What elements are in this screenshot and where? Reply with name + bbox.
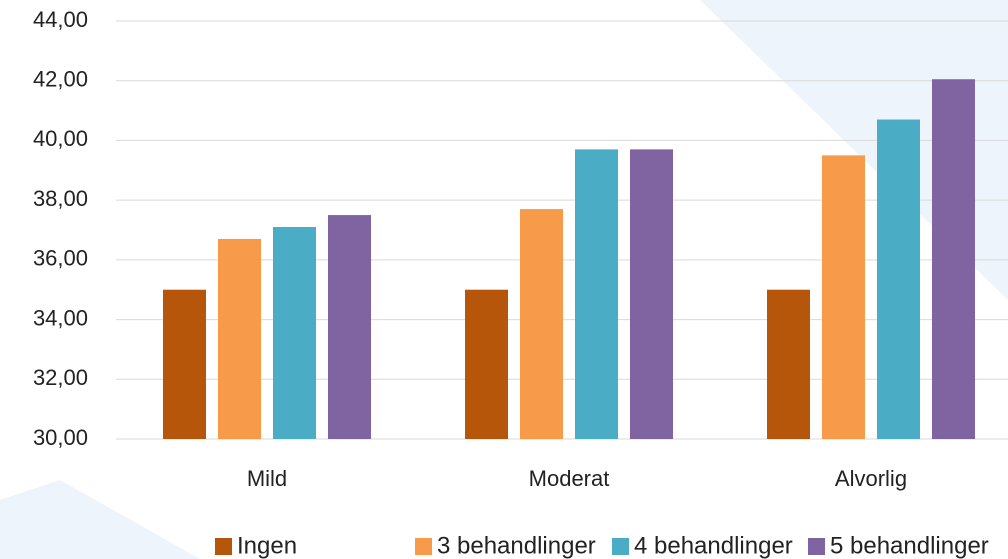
- x-tick-label: Alvorlig: [835, 466, 907, 491]
- legend-label: 5 behandlinger: [830, 532, 989, 559]
- y-tick-label: 30,00: [33, 425, 88, 450]
- legend-label: 4 behandlinger: [634, 532, 793, 559]
- legend-swatch: [415, 538, 432, 555]
- bar: [520, 209, 563, 439]
- bar: [767, 289, 810, 439]
- background-shape: [0, 480, 200, 559]
- y-tick-label: 32,00: [33, 365, 88, 390]
- legend-swatch: [808, 538, 825, 555]
- legend-swatch: [612, 538, 629, 555]
- bar: [575, 149, 618, 439]
- bar: [877, 119, 920, 440]
- bar: [465, 289, 508, 439]
- x-tick-label: Moderat: [529, 466, 610, 491]
- legend-label: Ingen: [237, 532, 297, 559]
- background-shape: [700, 0, 1008, 300]
- legend-swatch: [215, 538, 232, 555]
- bar: [273, 227, 316, 439]
- y-tick-label: 38,00: [33, 186, 88, 211]
- x-tick-label: Mild: [247, 466, 287, 491]
- y-tick-label: 44,00: [33, 7, 88, 32]
- y-tick-label: 36,00: [33, 246, 88, 271]
- y-tick-label: 42,00: [33, 67, 88, 92]
- y-tick-label: 34,00: [33, 305, 88, 330]
- bar: [932, 79, 975, 439]
- bar: [328, 215, 371, 439]
- y-tick-label: 40,00: [33, 126, 88, 151]
- legend-label: 3 behandlinger: [437, 532, 596, 559]
- bar: [822, 155, 865, 439]
- bar: [630, 149, 673, 439]
- bar: [163, 289, 206, 439]
- bar: [218, 238, 261, 439]
